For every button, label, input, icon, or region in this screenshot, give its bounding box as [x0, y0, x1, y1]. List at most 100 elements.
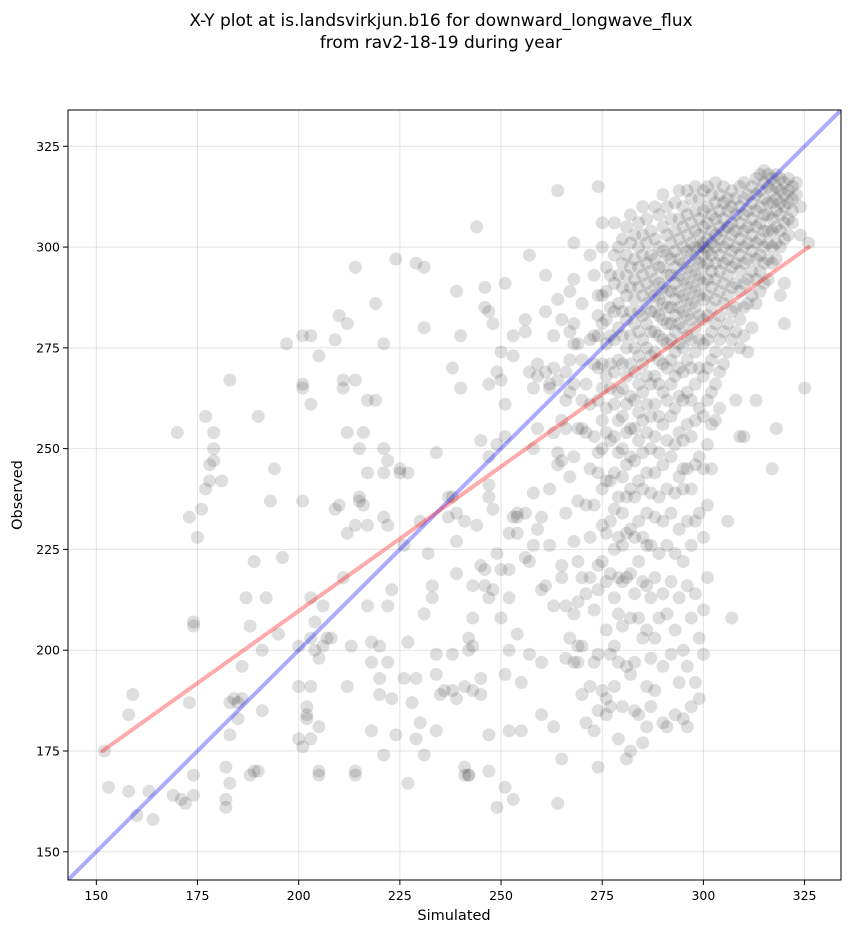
scatter-point — [632, 611, 646, 625]
scatter-point — [369, 393, 383, 407]
scatter-point — [729, 240, 743, 254]
scatter-point — [696, 603, 710, 617]
scatter-point — [721, 192, 735, 206]
scatter-point — [336, 571, 350, 585]
scatter-point — [595, 381, 609, 395]
scatter-point — [186, 619, 200, 633]
scatter-point — [603, 381, 617, 395]
scatter-point — [769, 421, 783, 435]
scatter-point — [721, 268, 735, 282]
scatter-point — [741, 204, 755, 218]
scatter-point — [753, 200, 767, 214]
x-tick-label: 275 — [590, 888, 614, 903]
scatter-point — [725, 200, 739, 214]
scatter-point — [636, 446, 650, 460]
scatter-point — [672, 268, 686, 282]
scatter-point — [692, 256, 706, 270]
scatter-point — [122, 784, 136, 798]
scatter-point — [628, 490, 642, 504]
scatter-point — [474, 671, 488, 685]
scatter-point — [684, 236, 698, 250]
scatter-point — [486, 317, 500, 331]
scatter-point — [672, 284, 686, 298]
scatter-point — [611, 353, 625, 367]
scatter-point — [709, 240, 723, 254]
scatter-point — [219, 792, 233, 806]
scatter-point — [567, 272, 581, 286]
scatter-point — [684, 216, 698, 230]
scatter-point — [611, 297, 625, 311]
scatter-point — [539, 268, 553, 282]
scatter-point — [664, 377, 678, 391]
scatter-point — [737, 208, 751, 222]
scatter-point — [421, 546, 435, 560]
scatter-point — [186, 788, 200, 802]
scatter-point — [749, 204, 763, 218]
scatter-point — [704, 325, 718, 339]
scatter-point — [733, 430, 747, 444]
scatter-point — [709, 176, 723, 190]
scatter-point — [445, 647, 459, 661]
scatter-point — [575, 353, 589, 367]
scatter-point — [668, 325, 682, 339]
scatter-point — [644, 591, 658, 605]
scatter-point — [482, 764, 496, 778]
scatter-point — [709, 292, 723, 306]
scatter-point — [785, 204, 799, 218]
scatter-point — [182, 696, 196, 710]
scatter-point — [709, 413, 723, 427]
scatter-point — [668, 708, 682, 722]
scatter-point — [352, 490, 366, 504]
scatter-point — [603, 567, 617, 581]
scatter-point — [417, 607, 431, 621]
scatter-point — [239, 591, 253, 605]
scatter-point — [474, 688, 488, 702]
scatter-point — [729, 301, 743, 315]
scatter-point — [632, 555, 646, 569]
scatter-point — [676, 555, 690, 569]
plot-area — [67, 109, 842, 881]
scatter-point — [603, 647, 617, 661]
scatter-point — [603, 474, 617, 488]
scatter-point — [470, 518, 484, 532]
scatter-point — [223, 728, 237, 742]
scatter-point — [692, 288, 706, 302]
scatter-point — [640, 397, 654, 411]
scatter-point — [348, 518, 362, 532]
scatter-point — [664, 353, 678, 367]
scatter-point — [640, 623, 654, 637]
scatter-point — [700, 498, 714, 512]
scatter-point — [713, 365, 727, 379]
scatter-point — [749, 220, 763, 234]
scatter-point — [660, 301, 674, 315]
scatter-point — [648, 305, 662, 319]
scatter-point — [356, 426, 370, 440]
scatter-point — [518, 506, 532, 520]
scatter-point — [713, 284, 727, 298]
scatter-point — [664, 506, 678, 520]
scatter-point — [551, 373, 565, 387]
scatter-point — [773, 184, 787, 198]
scatter-point — [502, 724, 516, 738]
scatter-point — [624, 522, 638, 536]
scatter-point — [664, 212, 678, 226]
chart-title-line-2: from rav2-18-19 during year — [320, 33, 562, 53]
scatter-point — [676, 482, 690, 496]
scatter-point — [668, 260, 682, 274]
scatter-point — [425, 579, 439, 593]
scatter-point — [676, 393, 690, 407]
scatter-point — [749, 172, 763, 186]
scatter-point — [785, 216, 799, 230]
scatter-point — [757, 208, 771, 222]
scatter-point — [373, 639, 387, 653]
scatter-point — [725, 184, 739, 198]
scatter-point — [765, 196, 779, 210]
scatter-point — [607, 679, 621, 693]
x-tick-label: 175 — [186, 888, 210, 903]
scatter-point — [700, 361, 714, 375]
scatter-point — [425, 591, 439, 605]
scatter-point — [640, 341, 654, 355]
scatter-point — [506, 329, 520, 343]
scatter-point — [664, 647, 678, 661]
scatter-point — [122, 708, 136, 722]
